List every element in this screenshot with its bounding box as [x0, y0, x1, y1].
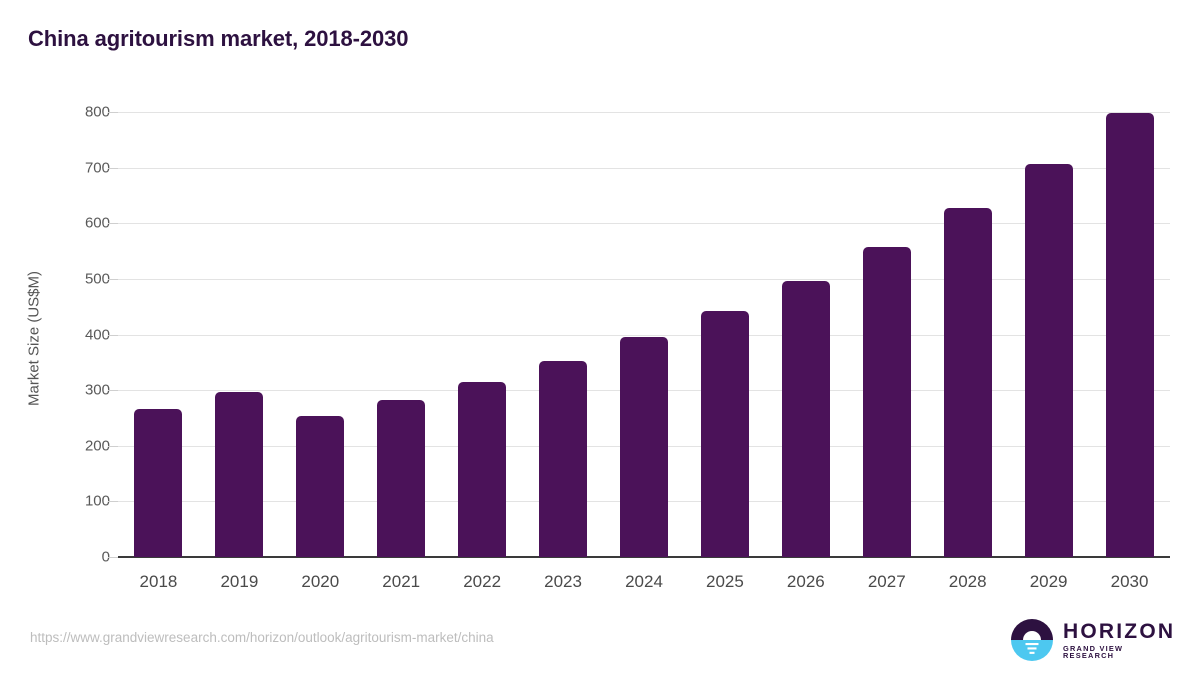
plot-area: 0 100 200 300 400 500 600 700 800 2018 2019 2020 202… [85, 104, 1170, 591]
page-title: China agritourism market, 2018-2030 [28, 26, 409, 51]
y-axis-tick-mark [108, 390, 118, 392]
y-axis-tick-label: 500 [84, 270, 110, 288]
x-axis-tick-label: 2025 [706, 572, 744, 591]
y-axis-tick-mark [108, 112, 118, 113]
y-axis-tick-mark [108, 278, 118, 280]
bar-2028[interactable] [943, 208, 992, 557]
y-axis-tick-label: 0 [101, 548, 110, 566]
y-axis-tick-label: 200 [84, 437, 110, 455]
y-axis-tick-label: 400 [84, 326, 110, 343]
gridline [118, 278, 1170, 280]
horizon-logo-icon [1011, 619, 1053, 661]
x-axis-tick-label: 2019 [220, 572, 259, 591]
bar-2021[interactable] [377, 399, 426, 557]
y-axis-tick-label: 100 [84, 492, 110, 510]
y-axis-tick-label: 700 [84, 159, 110, 177]
y-axis-tick-label: 600 [84, 214, 110, 232]
source-url[interactable]: https://www.grandviewresearch.com/horizo… [30, 630, 494, 645]
y-axis-tick-mark [108, 557, 118, 558]
y-axis-tick-mark [108, 445, 118, 447]
bar-2018[interactable] [134, 409, 183, 557]
x-axis-tick-label: 2018 [139, 572, 178, 591]
gridline [118, 334, 1170, 336]
x-axis-tick-label: 2022 [463, 572, 502, 591]
x-axis-tick-label: 2020 [301, 572, 340, 591]
horizon-logo-name: HORIZON [1063, 619, 1176, 643]
horizon-logo-tagline: GRAND VIEW RESEARCH [1063, 643, 1124, 660]
y-axis-title: Market Size (US$M) [25, 270, 43, 407]
y-axis-tick-mark [108, 334, 118, 336]
bar-2026[interactable] [781, 281, 830, 557]
bar-2024[interactable] [620, 337, 668, 557]
x-axis-tick-label: 2023 [544, 572, 582, 591]
x-axis-tick-label: 2021 [382, 572, 421, 591]
x-axis-tick-label: 2029 [1029, 572, 1068, 591]
gridline [118, 167, 1170, 169]
x-axis-tick-label: 2024 [625, 572, 663, 591]
y-axis-tick-mark [108, 223, 118, 225]
x-axis-tick-label: 2030 [1110, 572, 1149, 591]
y-axis-tick-label: 300 [84, 381, 110, 399]
x-axis-line [118, 556, 1170, 558]
x-axis-tick-label: 2028 [948, 572, 987, 591]
x-axis-tick-label: 2026 [786, 572, 825, 591]
bar-2022[interactable] [458, 381, 507, 557]
bar-2029[interactable] [1024, 163, 1073, 557]
bar-2020[interactable] [296, 415, 345, 557]
bar-2025[interactable] [700, 311, 749, 557]
bar-2019[interactable] [215, 391, 264, 557]
gridline [118, 112, 1170, 113]
y-axis-tick-label: 800 [84, 103, 110, 121]
horizon-logo-text: HORIZON GRAND VIEW RESEARCH [1063, 621, 1175, 660]
bar-2030[interactable] [1105, 112, 1154, 557]
bar-2023[interactable] [539, 360, 588, 557]
bar-2027[interactable] [862, 247, 911, 557]
horizon-logo[interactable]: HORIZON GRAND VIEW RESEARCH [1010, 617, 1173, 663]
y-axis-tick-mark [108, 501, 118, 503]
y-axis-tick-mark [108, 167, 118, 169]
x-axis-tick-label: 2027 [867, 572, 906, 591]
gridline [118, 223, 1170, 225]
